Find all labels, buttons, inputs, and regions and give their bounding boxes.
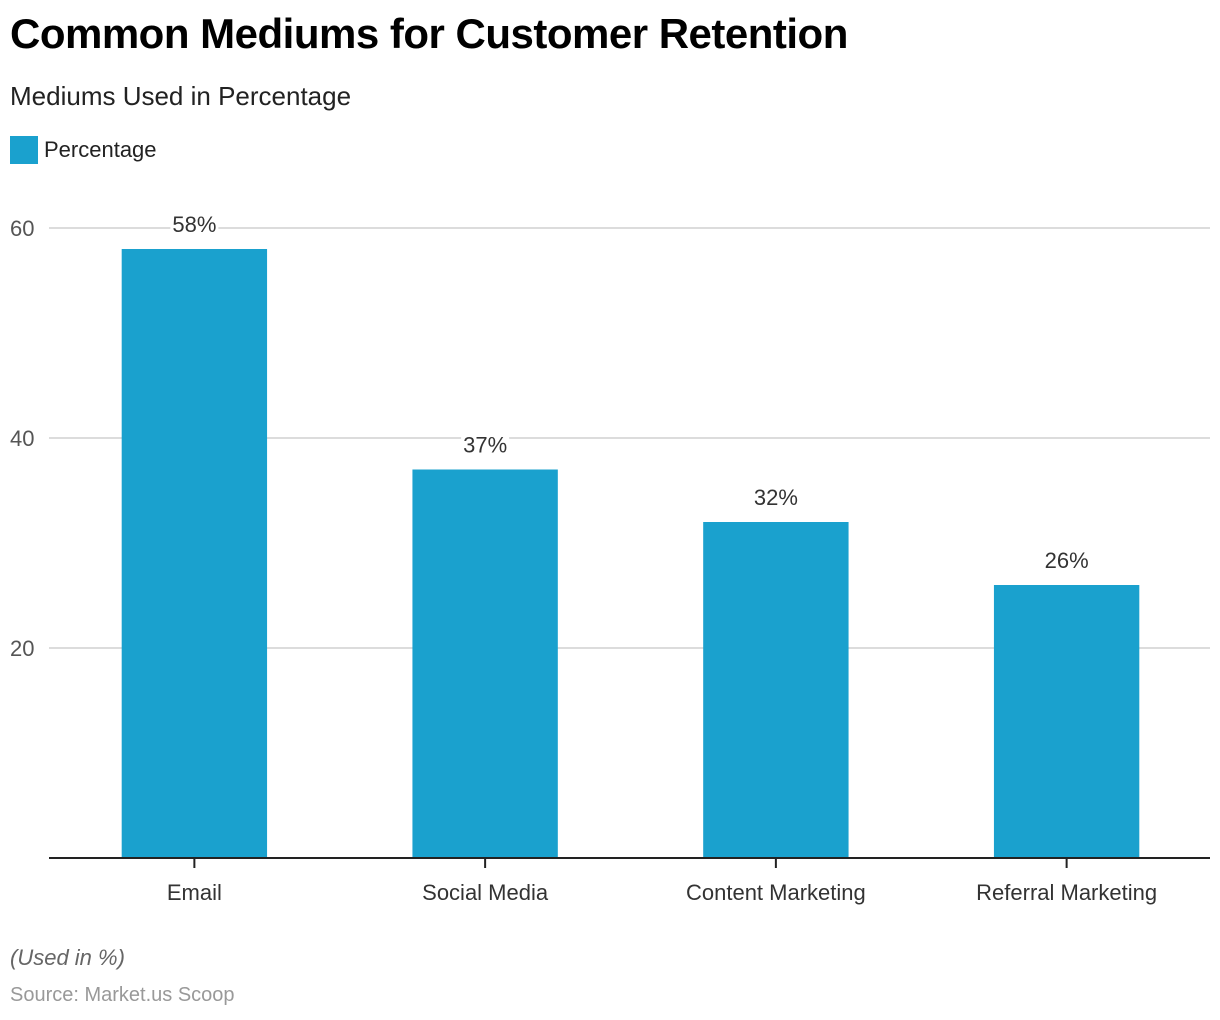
legend-swatch <box>10 136 38 164</box>
x-tick-label: Email <box>167 880 222 905</box>
source-credit: Source: Market.us Scoop <box>10 984 235 1006</box>
legend-label: Percentage <box>44 137 157 162</box>
x-tick-label: Referral Marketing <box>976 880 1157 905</box>
bar <box>412 469 558 858</box>
chart-subtitle: Mediums Used in Percentage <box>10 81 352 111</box>
footer-note: (Used in %) <box>10 945 125 970</box>
y-tick-label: 40 <box>10 426 34 451</box>
x-tick-label: Social Media <box>422 880 549 905</box>
data-label-background <box>461 431 510 458</box>
data-label: 32% <box>754 485 798 510</box>
data-label-background <box>751 484 800 510</box>
chart-title: Common Mediums for Customer Retention <box>10 10 848 57</box>
y-tick-label: 60 <box>10 216 34 241</box>
data-label: 26% <box>1045 548 1089 573</box>
bars <box>121 249 1140 858</box>
bar <box>993 585 1140 858</box>
data-label-background <box>1042 547 1091 573</box>
y-axis-ticks: 20 40 60 <box>10 216 34 661</box>
data-labels: 58% 37% 32% 26% <box>170 211 1091 573</box>
legend: Percentage <box>10 136 157 164</box>
bar <box>703 522 849 858</box>
bar <box>121 249 268 858</box>
data-label: 58% <box>172 212 216 237</box>
x-tick-label: Content Marketing <box>686 880 866 905</box>
data-label: 37% <box>463 433 507 458</box>
x-axis: Email Social Media Content Marketing Referr… <box>49 857 1210 905</box>
y-tick-label: 20 <box>10 636 34 661</box>
data-label-background <box>170 211 219 237</box>
